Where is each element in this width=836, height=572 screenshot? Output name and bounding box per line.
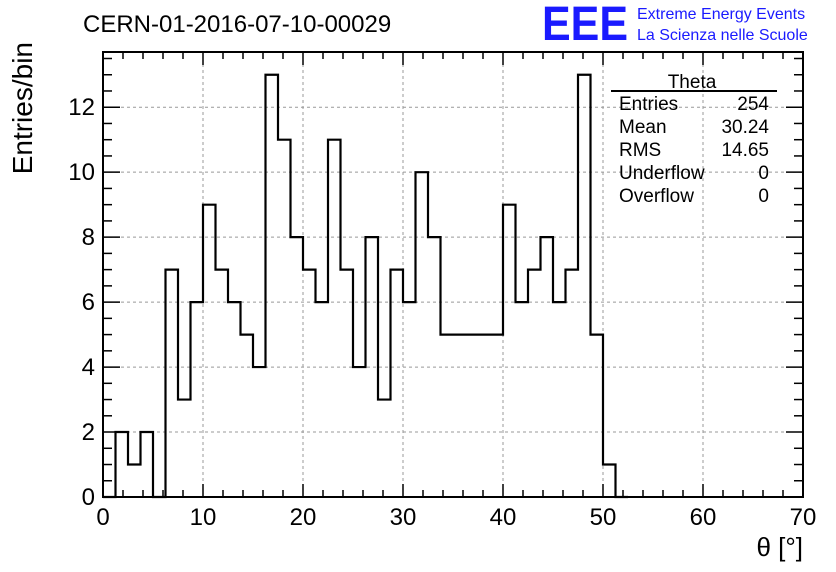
stats-row-label: Overflow xyxy=(619,186,694,207)
histogram-bin xyxy=(216,270,229,497)
histogram-bin xyxy=(491,335,504,497)
histogram-bin xyxy=(378,400,391,497)
stats-row-label: Mean xyxy=(619,117,667,138)
stats-row-label: Underflow xyxy=(619,163,705,184)
histogram-bin xyxy=(441,335,454,497)
histogram-bin xyxy=(578,75,591,497)
histogram-bin xyxy=(603,465,616,497)
logo-subtitle-2: La Scienza nelle Scuole xyxy=(637,27,808,44)
x-axis-label: θ [°] xyxy=(756,532,803,562)
histogram-outline xyxy=(103,73,628,499)
stats-row-label: Entries xyxy=(619,94,678,115)
histogram-bin xyxy=(416,172,429,497)
grid-layer xyxy=(103,52,803,497)
stats-row-value: 0 xyxy=(758,163,769,184)
y-axis-label: Entries/bin xyxy=(7,42,38,174)
x-tick-label: 70 xyxy=(790,504,817,531)
histogram-bin xyxy=(341,270,354,497)
y-tick-label: 8 xyxy=(82,224,95,251)
histogram-bin xyxy=(116,432,129,497)
logo-subtitle-1: Extreme Energy Events xyxy=(637,6,805,23)
histogram-bin xyxy=(303,270,316,497)
y-tick-label: 2 xyxy=(82,419,95,446)
x-tick-label: 20 xyxy=(290,504,317,531)
stats-title: Theta xyxy=(668,72,717,93)
x-tick-label: 30 xyxy=(390,504,417,531)
histogram-bin xyxy=(391,270,404,497)
histogram-bin xyxy=(178,400,191,497)
histogram-bin xyxy=(566,270,579,497)
stats-row-label: RMS xyxy=(619,140,661,161)
histogram-bin xyxy=(203,205,216,497)
histogram-bin xyxy=(166,270,179,497)
axis-layer: 0 10 20 30 40 50 60 70 0 2 4 6 8 10 12 xyxy=(68,51,817,531)
histogram-bin xyxy=(478,335,491,497)
histogram-layer xyxy=(103,73,628,499)
histogram-bin xyxy=(528,270,541,497)
eee-logo: EEE xyxy=(542,0,628,51)
stats-row-value: 0 xyxy=(758,186,769,207)
histogram-bin xyxy=(266,75,279,497)
histogram-bin xyxy=(328,140,341,497)
histogram-bin xyxy=(466,335,479,497)
histogram-bin xyxy=(241,335,254,497)
stats-row-value: 30.24 xyxy=(721,117,769,138)
histogram-bin xyxy=(316,302,329,497)
histogram-bin xyxy=(141,432,154,497)
stats-box: Theta Entries 254 Mean 30.24 RMS 14.65 Underfl… xyxy=(611,72,777,207)
histogram-bin xyxy=(128,465,141,497)
histogram-bin xyxy=(503,205,516,497)
run-title: CERN-01-2016-07-10-00029 xyxy=(83,11,391,38)
y-tick-label: 0 xyxy=(82,484,95,511)
histogram-bin xyxy=(228,302,241,497)
y-tick-label: 10 xyxy=(68,159,95,186)
x-tick-label: 0 xyxy=(96,504,109,531)
histogram-bin xyxy=(453,335,466,497)
histogram-bin xyxy=(191,302,204,497)
x-tick-label: 10 xyxy=(190,504,217,531)
histogram-bin xyxy=(278,140,291,497)
histogram-bin xyxy=(516,302,529,497)
plot-frame xyxy=(102,51,804,498)
x-tick-label: 50 xyxy=(590,504,617,531)
stats-row-value: 14.65 xyxy=(721,140,769,161)
stats-row-value: 254 xyxy=(737,94,769,115)
x-tick-label: 60 xyxy=(690,504,717,531)
y-tick-label: 12 xyxy=(68,94,95,121)
y-tick-label: 6 xyxy=(82,289,95,316)
histogram-bin xyxy=(591,335,604,497)
y-tick-label: 4 xyxy=(82,354,95,381)
histogram-bin xyxy=(553,302,566,497)
histogram-bin xyxy=(403,302,416,497)
x-tick-label: 40 xyxy=(490,504,517,531)
